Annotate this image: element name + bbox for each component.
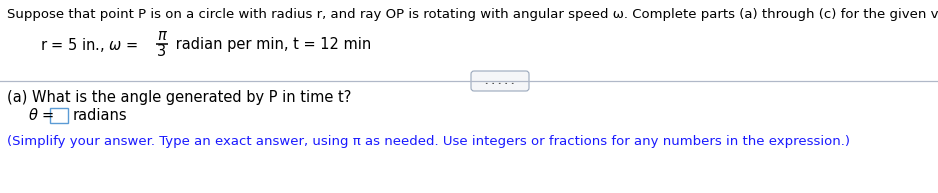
Text: $\theta$ =: $\theta$ = [28,107,54,123]
Text: (Simplify your answer. Type an exact answer, using π as needed. Use integers or : (Simplify your answer. Type an exact ans… [7,135,850,148]
Text: radian per min, t = 12 min: radian per min, t = 12 min [171,37,371,52]
FancyBboxPatch shape [471,71,529,91]
Text: 3: 3 [158,45,167,59]
Text: radians: radians [73,108,128,123]
FancyBboxPatch shape [50,108,68,123]
Text: π: π [158,29,166,43]
Text: (a) What is the angle generated by P in time t?: (a) What is the angle generated by P in … [7,90,352,105]
Text: r = 5 in., $\omega$ =: r = 5 in., $\omega$ = [40,36,140,54]
Text: Suppose that point P is on a circle with radius r, and ray OP is rotating with a: Suppose that point P is on a circle with… [7,8,938,21]
Text: . . . . .: . . . . . [485,76,515,85]
